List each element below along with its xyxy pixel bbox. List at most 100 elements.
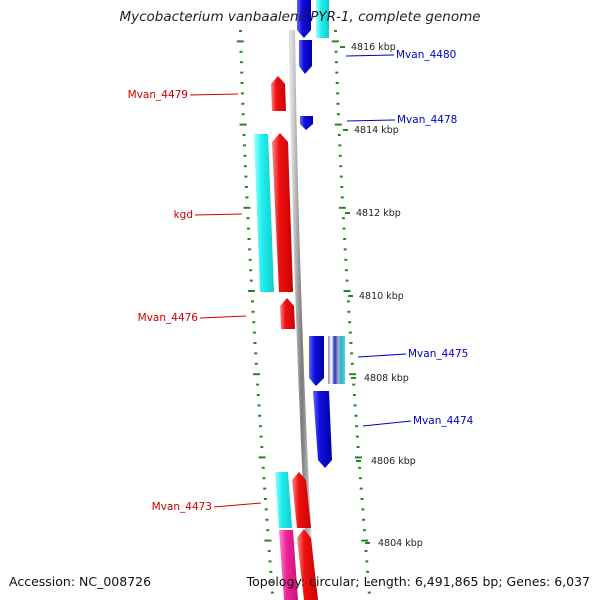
tick-dot-left (239, 50, 243, 53)
gene-label-mvan-4475[interactable]: Mvan_4475 (408, 348, 468, 360)
tick-dot-left (246, 217, 250, 220)
tick-dot-left (243, 206, 251, 209)
tick-dot-left (248, 248, 252, 251)
tick-dot-left (254, 362, 258, 365)
tick-dot-right (334, 30, 337, 32)
tick-dot-left (240, 71, 244, 74)
tick-dot-right (340, 196, 344, 199)
tick-dot-right (354, 456, 362, 459)
tick-dot-left (252, 331, 256, 334)
kbp-label: 4816 kbp (351, 42, 396, 53)
feature-mvan-4475-gene (309, 336, 324, 386)
tick-dot-right (331, 40, 339, 43)
tick-dot-left (262, 477, 266, 480)
gene-label-mvan-4474[interactable]: Mvan_4474 (413, 415, 474, 427)
tick-dot-left (240, 92, 244, 95)
tick-dot-left (243, 144, 246, 147)
tick-dot-left (244, 175, 248, 178)
tick-dot-left (242, 134, 246, 136)
tick-dot-right (338, 154, 342, 157)
tick-dot-left (259, 435, 263, 438)
tick-dot-left (256, 394, 260, 396)
kbp-label: 4808 kbp (364, 373, 409, 384)
tick-dot-right (367, 591, 371, 594)
tick-dot-right (358, 477, 362, 480)
tick-dot-right (344, 258, 348, 261)
tick-dot-left (263, 498, 267, 500)
tick-dot-right (362, 518, 366, 521)
tick-dot-left (258, 456, 266, 459)
tick-dot-right (352, 394, 356, 396)
tick-dot-right (334, 123, 342, 126)
tick-dot-left (257, 404, 261, 407)
tick-dot-right (350, 362, 354, 365)
kbp-label: 4806 kbp (371, 456, 416, 467)
tick-dot-right (343, 290, 351, 292)
tick-dot-right (334, 61, 338, 64)
tick-dot-right (350, 352, 354, 355)
tick-dot-right (341, 217, 345, 220)
tick-dot-left (268, 560, 272, 563)
tick-dot-right (336, 102, 340, 105)
tick-dot-left (263, 487, 267, 490)
tick-dot-left (245, 196, 249, 199)
topology-text: Topology: circular; Length: 6,491,865 bp… (246, 574, 590, 589)
tick-dot-right (339, 165, 343, 168)
tick-dot-left (270, 581, 274, 584)
accession-text: Accession: NC_008726 (9, 574, 152, 589)
tick-dot-right (355, 425, 359, 428)
tick-dot-right (338, 206, 346, 209)
feature-mvan-4474-gene (313, 391, 332, 468)
tick-dot-right (355, 435, 359, 438)
tick-dot-right (360, 498, 364, 500)
feature-mvan-4478-gene (300, 116, 313, 130)
tick-dot-left (241, 102, 245, 105)
gene-label-mvan-4480[interactable]: Mvan_4480 (396, 49, 456, 61)
tick-dot-right (347, 310, 351, 313)
gene-label-mvan-4479[interactable]: Mvan_4479 (128, 89, 188, 101)
feature-mvan-4481-gene (297, 0, 311, 38)
feature-kgd-gene (272, 133, 293, 292)
tick-dot-left (270, 591, 274, 594)
tick-dot-left (253, 342, 257, 344)
tick-dot-left (258, 425, 262, 428)
tick-dot-right (356, 446, 360, 448)
tick-dot-right (339, 175, 343, 178)
tick-dot-right (353, 404, 357, 407)
tick-dot-right (352, 383, 356, 386)
tick-dot-left (261, 466, 265, 469)
tick-dot-right (361, 539, 369, 542)
tick-dot-right (364, 550, 368, 552)
tick-dot-left (243, 165, 247, 168)
feature-mvan-4472-gene (297, 529, 318, 600)
gene-label-mvan-4473[interactable]: Mvan_4473 (152, 501, 212, 513)
tick-dot-left (247, 227, 250, 230)
gene-label-mvan-4476[interactable]: Mvan_4476 (138, 312, 199, 324)
gene-labels-left: Mvan_4479 kgd Mvan_4476 Mvan_4473 (128, 89, 262, 513)
tick-dot-left (239, 30, 242, 32)
tick-dot-left (239, 61, 243, 64)
feature-mvan-4481-cds (316, 0, 329, 38)
gene-label-kgd[interactable]: kgd (174, 209, 193, 221)
tick-dot-left (253, 373, 260, 376)
feature-mvan-4473-cds (275, 472, 292, 528)
tick-dot-left (236, 40, 244, 43)
tick-dot-left (252, 321, 256, 324)
kbp-label: 4812 kbp (356, 208, 401, 219)
tick-dot-left (244, 186, 248, 188)
tick-dot-right (348, 321, 352, 324)
tick-dot-left (240, 82, 244, 84)
tick-dot-left (249, 269, 253, 272)
tick-dot-right (346, 300, 350, 303)
kbp-label: 4814 kbp (354, 125, 399, 136)
tick-dot-right (337, 134, 341, 136)
tick-dot-right (366, 570, 370, 573)
tick-dot-right (340, 186, 344, 188)
kbp-label: 4804 kbp (378, 538, 423, 549)
tick-dot-right (342, 227, 346, 230)
tick-dot-right (367, 581, 370, 584)
tick-dot-left (239, 123, 247, 126)
tick-dot-left (269, 570, 273, 573)
gene-label-mvan-4478[interactable]: Mvan_4478 (397, 114, 457, 126)
